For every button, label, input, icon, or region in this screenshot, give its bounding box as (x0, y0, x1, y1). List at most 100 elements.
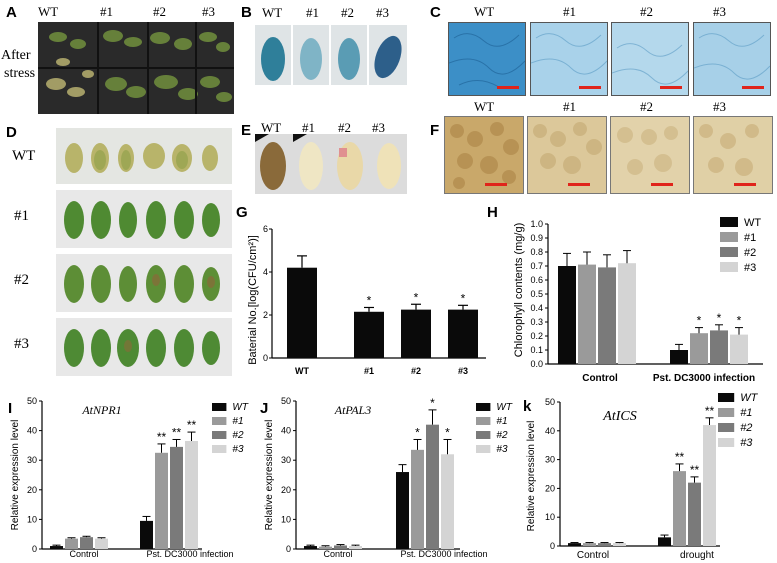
chart-h-ytick: 0.8 (530, 247, 543, 257)
after-stress-label-line2: stress (4, 66, 36, 81)
chart-i-ytick: 10 (27, 514, 37, 524)
chart-j-bar (349, 546, 362, 549)
chart-h-ylabel: Chlorophyll contents (mg/g) (513, 223, 525, 358)
chart-j-legend-label: #3 (496, 444, 508, 455)
chart-k-bar (688, 482, 701, 546)
col-label-3: #3 (713, 4, 726, 19)
chart-h-group-label: Control (582, 373, 618, 384)
chart-h-bar (618, 263, 636, 364)
chart-j-ytick: 40 (281, 426, 291, 436)
photo-dab-micro-2 (610, 116, 690, 194)
chart-h-legend-swatch (720, 217, 738, 227)
chart-g: Baterial No.[log(CFU/cm²)] 0 2 4 6 * * * W… (247, 224, 486, 376)
chart-k-legend-label: WT (740, 392, 758, 404)
chart-j-sig-label: * (430, 396, 435, 410)
photo-leaves-row-3 (56, 318, 232, 376)
chart-j-bar (441, 454, 454, 549)
chart-h-ytick: 0.3 (530, 317, 543, 327)
col-label-2: #2 (640, 99, 653, 114)
chart-k-bar (613, 543, 626, 546)
chart-j: AtPAL3 Relative expression level 0 10 20 30… (264, 396, 513, 559)
chart-k-legend-swatch (718, 393, 735, 402)
chart-i-title: AtNPR1 (81, 403, 121, 417)
chart-g-bar (448, 309, 478, 358)
chart-h-bar (670, 350, 688, 364)
chart-k: AtICS Relative expression level 0 10 20 30 4… (526, 392, 759, 561)
chart-i-ytick: 40 (27, 426, 37, 436)
col-label-2: #2 (153, 4, 166, 19)
chart-j-group-label: Control (323, 549, 352, 559)
chart-j-ytick: 20 (281, 485, 291, 495)
chart-j-bar (319, 546, 332, 549)
photo-dab-micro-wt (444, 116, 524, 194)
chart-h-bar (730, 334, 748, 364)
photo-plants-after-stress (38, 22, 234, 114)
chart-j-legend-swatch (476, 403, 491, 411)
chart-g-ytick: 6 (263, 224, 268, 234)
panel-letter-d: D (6, 124, 17, 141)
panel-letter-h: H (487, 204, 498, 221)
chart-j-group-label: Pst. DC3000 infection (400, 549, 487, 559)
chart-i-ytick: 30 (27, 455, 37, 465)
photo-leaves-row-wt (56, 128, 232, 184)
chart-h-legend-swatch (720, 262, 738, 272)
chart-k-ytick: 0 (550, 541, 555, 551)
chart-k-sig-label: ** (690, 463, 700, 477)
chart-g-bar (401, 309, 431, 358)
chart-k-group-label: drought (680, 550, 714, 561)
chart-k-bar (598, 543, 611, 546)
chart-i-bar (170, 446, 183, 549)
chart-g-bar (354, 311, 384, 358)
chart-k-bar (673, 471, 686, 546)
chart-h-bar (558, 266, 576, 364)
chart-h-legend-swatch (720, 232, 738, 242)
chart-j-ytick: 0 (286, 544, 291, 554)
row-label-1: #1 (14, 208, 29, 224)
chart-i-group-label: Control (69, 549, 98, 559)
col-label-1: #1 (563, 99, 576, 114)
chart-j-legend-label: #2 (496, 430, 508, 441)
col-label-1: #1 (100, 4, 113, 19)
col-label-wt: WT (38, 4, 59, 19)
chart-g-ytick: 2 (263, 310, 268, 320)
chart-i-legend-swatch (212, 445, 227, 453)
chart-k-sig-label: ** (705, 404, 715, 418)
chart-h-sig-label: * (717, 311, 722, 325)
chart-i-bar (185, 440, 198, 549)
photo-dab-leaves (255, 134, 407, 194)
chart-j-ytick: 50 (281, 396, 291, 406)
chart-i-sig-label: ** (157, 430, 167, 444)
chart-i-legend-label: #2 (232, 430, 244, 441)
chart-k-bar (658, 537, 671, 546)
chart-k-bar (703, 425, 716, 546)
chart-k-ytick: 40 (545, 426, 555, 436)
chart-i-bar (155, 452, 168, 549)
chart-h-sig-label: * (737, 314, 742, 328)
chart-g-sig-label: * (461, 291, 466, 305)
chart-g-ylabel: Baterial No.[log(CFU/cm²)] (247, 235, 259, 365)
chart-i-ytick: 0 (32, 544, 37, 554)
chart-i-legend-label: #3 (232, 444, 244, 455)
chart-h-legend-label: #3 (744, 262, 756, 274)
chart-k-ytick: 30 (545, 455, 555, 465)
chart-h: Chlorophyll contents (mg/g) 0.0 0.1 0.2 0.3… (513, 217, 763, 384)
chart-j-bar (304, 546, 317, 549)
col-label-2: #2 (640, 4, 653, 19)
chart-g-ytick: 0 (263, 353, 268, 363)
chart-k-legend-swatch (718, 438, 735, 447)
chart-j-legend-swatch (476, 445, 491, 453)
col-label-wt: WT (474, 4, 495, 19)
col-label-3: #3 (376, 5, 389, 20)
panel-letter-b: B (241, 4, 252, 21)
chart-i-bar (65, 538, 78, 549)
chart-g-ytick: 4 (263, 267, 268, 277)
chart-j-title: AtPAL3 (334, 403, 371, 417)
chart-i-legend-label: #1 (232, 416, 243, 427)
chart-g-xtick: #2 (411, 366, 421, 376)
chart-j-bar (426, 424, 439, 549)
panel-letter-i: I (8, 400, 13, 417)
chart-i-legend-swatch (212, 417, 227, 425)
chart-j-ytick: 10 (281, 514, 291, 524)
col-label-1: #1 (306, 5, 319, 20)
chart-k-title: AtICS (602, 409, 636, 424)
